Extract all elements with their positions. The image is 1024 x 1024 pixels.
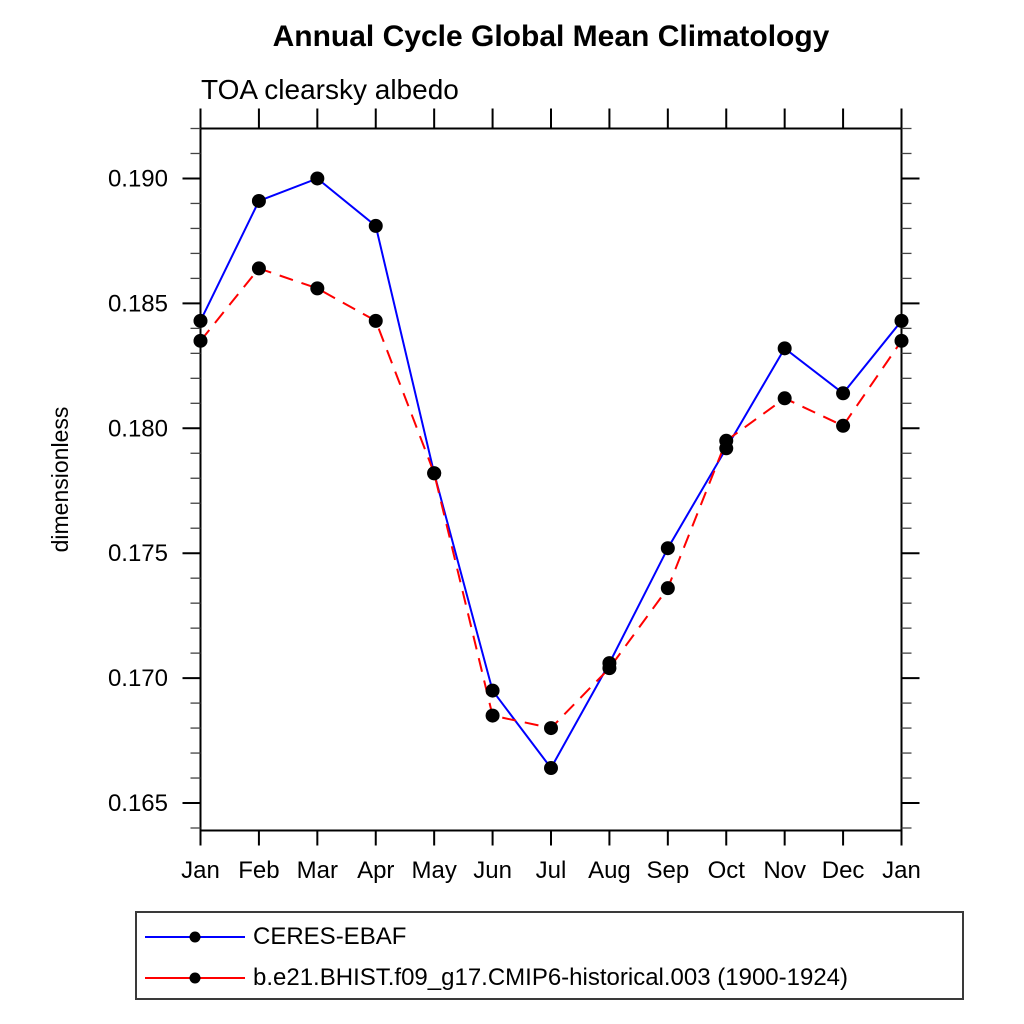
x-tick-label: Feb: [238, 857, 279, 884]
y-tick-label: 0.190: [108, 165, 168, 192]
x-tick-label: Nov: [763, 857, 806, 884]
x-tick-label: Aug: [588, 857, 631, 884]
data-point: [310, 281, 325, 296]
data-point: [602, 661, 617, 676]
data-point: [251, 193, 266, 208]
data-point: [894, 333, 909, 348]
data-point: [836, 418, 851, 433]
data-point: [193, 333, 208, 348]
x-tick-label: Jun: [473, 857, 512, 884]
data-point: [427, 466, 442, 481]
data-point: [368, 313, 383, 328]
y-tick-label: 0.185: [108, 290, 168, 317]
chart-title: Annual Cycle Global Mean Climatology: [272, 20, 830, 53]
legend-marker-icon: [189, 972, 201, 984]
data-point: [368, 218, 383, 233]
x-tick-label: Dec: [822, 857, 865, 884]
legend-solid-line-sample: [145, 931, 245, 943]
x-tick-label: Jan: [882, 857, 921, 884]
x-tick-label: Sep: [646, 857, 689, 884]
series-line-0: [199, 177, 903, 770]
y-tick-label: 0.175: [108, 540, 168, 567]
x-tick-label: Jan: [181, 857, 220, 884]
data-point: [719, 433, 734, 448]
data-point: [777, 391, 792, 406]
legend-label-ceres-ebaf: CERES-EBAF: [253, 923, 407, 950]
data-point: [894, 313, 909, 328]
data-point: [485, 683, 500, 698]
data-point: [836, 386, 851, 401]
data-point: [660, 581, 675, 596]
legend-dashed-line-sample: [145, 972, 245, 984]
data-point: [660, 541, 675, 556]
legend-marker-icon: [189, 931, 201, 943]
data-point: [251, 261, 266, 276]
legend-item-ceres-ebaf: CERES-EBAF: [143, 922, 406, 952]
data-point: [310, 171, 325, 186]
x-tick-label: Apr: [357, 857, 394, 884]
legend: CERES-EBAF b.e21.BHIST.f09_g17.CMIP6-his…: [135, 911, 964, 1000]
data-point: [777, 341, 792, 356]
legend-item-model: b.e21.BHIST.f09_g17.CMIP6-historical.003…: [143, 963, 848, 993]
legend-label-model: b.e21.BHIST.f09_g17.CMIP6-historical.003…: [253, 964, 849, 991]
data-point: [544, 761, 558, 776]
series-line-1: [199, 267, 903, 730]
chart-subtitle: TOA clearsky albedo: [201, 74, 459, 105]
y-tick-label: 0.180: [108, 415, 168, 442]
y-tick-label: 0.165: [108, 790, 168, 817]
x-tick-label: May: [411, 857, 456, 884]
data-point: [193, 313, 208, 328]
x-tick-label: Oct: [708, 857, 746, 884]
data-point: [544, 721, 558, 736]
x-tick-label: Mar: [297, 857, 338, 884]
y-axis-title: dimensionless: [47, 407, 73, 553]
x-tick-label: Jul: [536, 857, 567, 884]
y-tick-label: 0.170: [108, 665, 168, 692]
data-point: [485, 708, 500, 723]
